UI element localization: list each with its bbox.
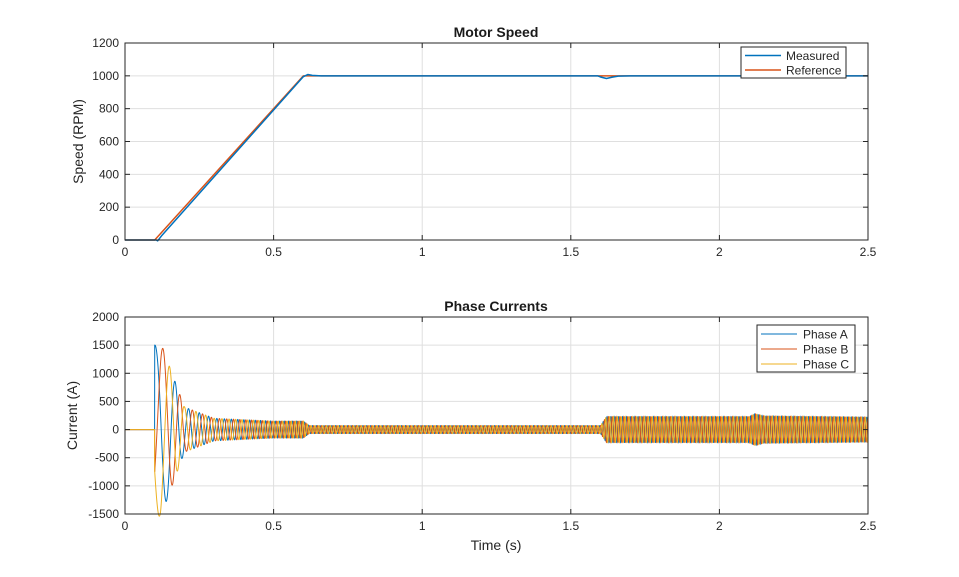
current-y-tick-label: 2000: [92, 310, 119, 324]
current-plot-area: [125, 317, 868, 514]
current-y-tick-label: 1000: [92, 366, 119, 380]
current-x-tick-label: 2.5: [860, 519, 877, 533]
current-tick-marks: [124, 316, 869, 515]
speed-x-tick-label: 2: [716, 245, 723, 259]
speed-x-tick-label: 1.5: [562, 245, 579, 259]
current-y-tick-label: -1500: [88, 507, 119, 521]
speed-tick-marks: [124, 42, 869, 241]
speed-y-tick-label: 800: [99, 102, 119, 116]
speed-y-tick-labels: 0 200 400 600 800 1000 1200: [92, 36, 119, 247]
speed-legend-box: [740, 46, 847, 79]
current-x-tick-label: 0.5: [265, 519, 282, 533]
current-x-tick-label: 2: [716, 519, 723, 533]
speed-x-tick-label: 1: [419, 245, 426, 259]
legend-label-phase-c: Phase C: [803, 358, 849, 372]
current-y-tick-label: 0: [112, 423, 119, 437]
speed-axes: Motor Speed 0 0.5 1 1.5 2 2.5 0 200 400 600 800 10…: [70, 24, 877, 259]
current-x-axis-label: Time (s): [471, 537, 522, 553]
current-legend: Phase A Phase B Phase C: [756, 324, 856, 373]
speed-x-tick-labels: 0 0.5 1 1.5 2 2.5: [122, 245, 877, 259]
speed-y-tick-label: 0: [112, 233, 119, 247]
current-y-tick-label: 1500: [92, 338, 119, 352]
current-y-tick-label: 500: [99, 394, 119, 408]
current-x-tick-label: 1.5: [562, 519, 579, 533]
current-y-tick-labels: -1500 -1000 -500 0 500 1000 1500 2000: [88, 310, 119, 521]
speed-chart-title: Motor Speed: [454, 24, 539, 40]
legend-label-reference: Reference: [786, 64, 842, 78]
current-x-tick-label: 0: [122, 519, 129, 533]
legend-label-measured: Measured: [786, 49, 839, 63]
speed-y-axis-label: Speed (RPM): [70, 99, 86, 184]
speed-y-tick-label: 1200: [92, 36, 119, 50]
current-y-tick-label: -500: [95, 451, 119, 465]
speed-x-tick-label: 0: [122, 245, 129, 259]
current-series-phase-c: [125, 365, 869, 517]
speed-y-tick-label: 400: [99, 167, 119, 181]
speed-y-tick-label: 600: [99, 135, 119, 149]
current-x-tick-label: 1: [419, 519, 426, 533]
legend-label-phase-b: Phase B: [803, 343, 848, 357]
speed-y-tick-label: 1000: [92, 69, 119, 83]
current-chart-title: Phase Currents: [444, 298, 548, 314]
current-y-axis-label: Current (A): [64, 381, 80, 450]
current-axes-box: [124, 316, 869, 515]
legend-label-phase-a: Phase A: [803, 328, 848, 342]
current-y-tick-label: -1000: [88, 479, 119, 493]
current-x-tick-labels: 0 0.5 1 1.5 2 2.5: [122, 519, 877, 533]
speed-legend: Measured Reference: [740, 46, 847, 79]
speed-series-measured: [125, 73, 868, 242]
speed-y-tick-label: 200: [99, 200, 119, 214]
current-series-lines: [125, 344, 869, 517]
speed-x-tick-label: 0.5: [265, 245, 282, 259]
current-axes: Phase Currents 0 0.5 1 1.5 2 2.5 -1500 -1000 -5…: [64, 298, 877, 553]
speed-x-tick-label: 2.5: [860, 245, 877, 259]
